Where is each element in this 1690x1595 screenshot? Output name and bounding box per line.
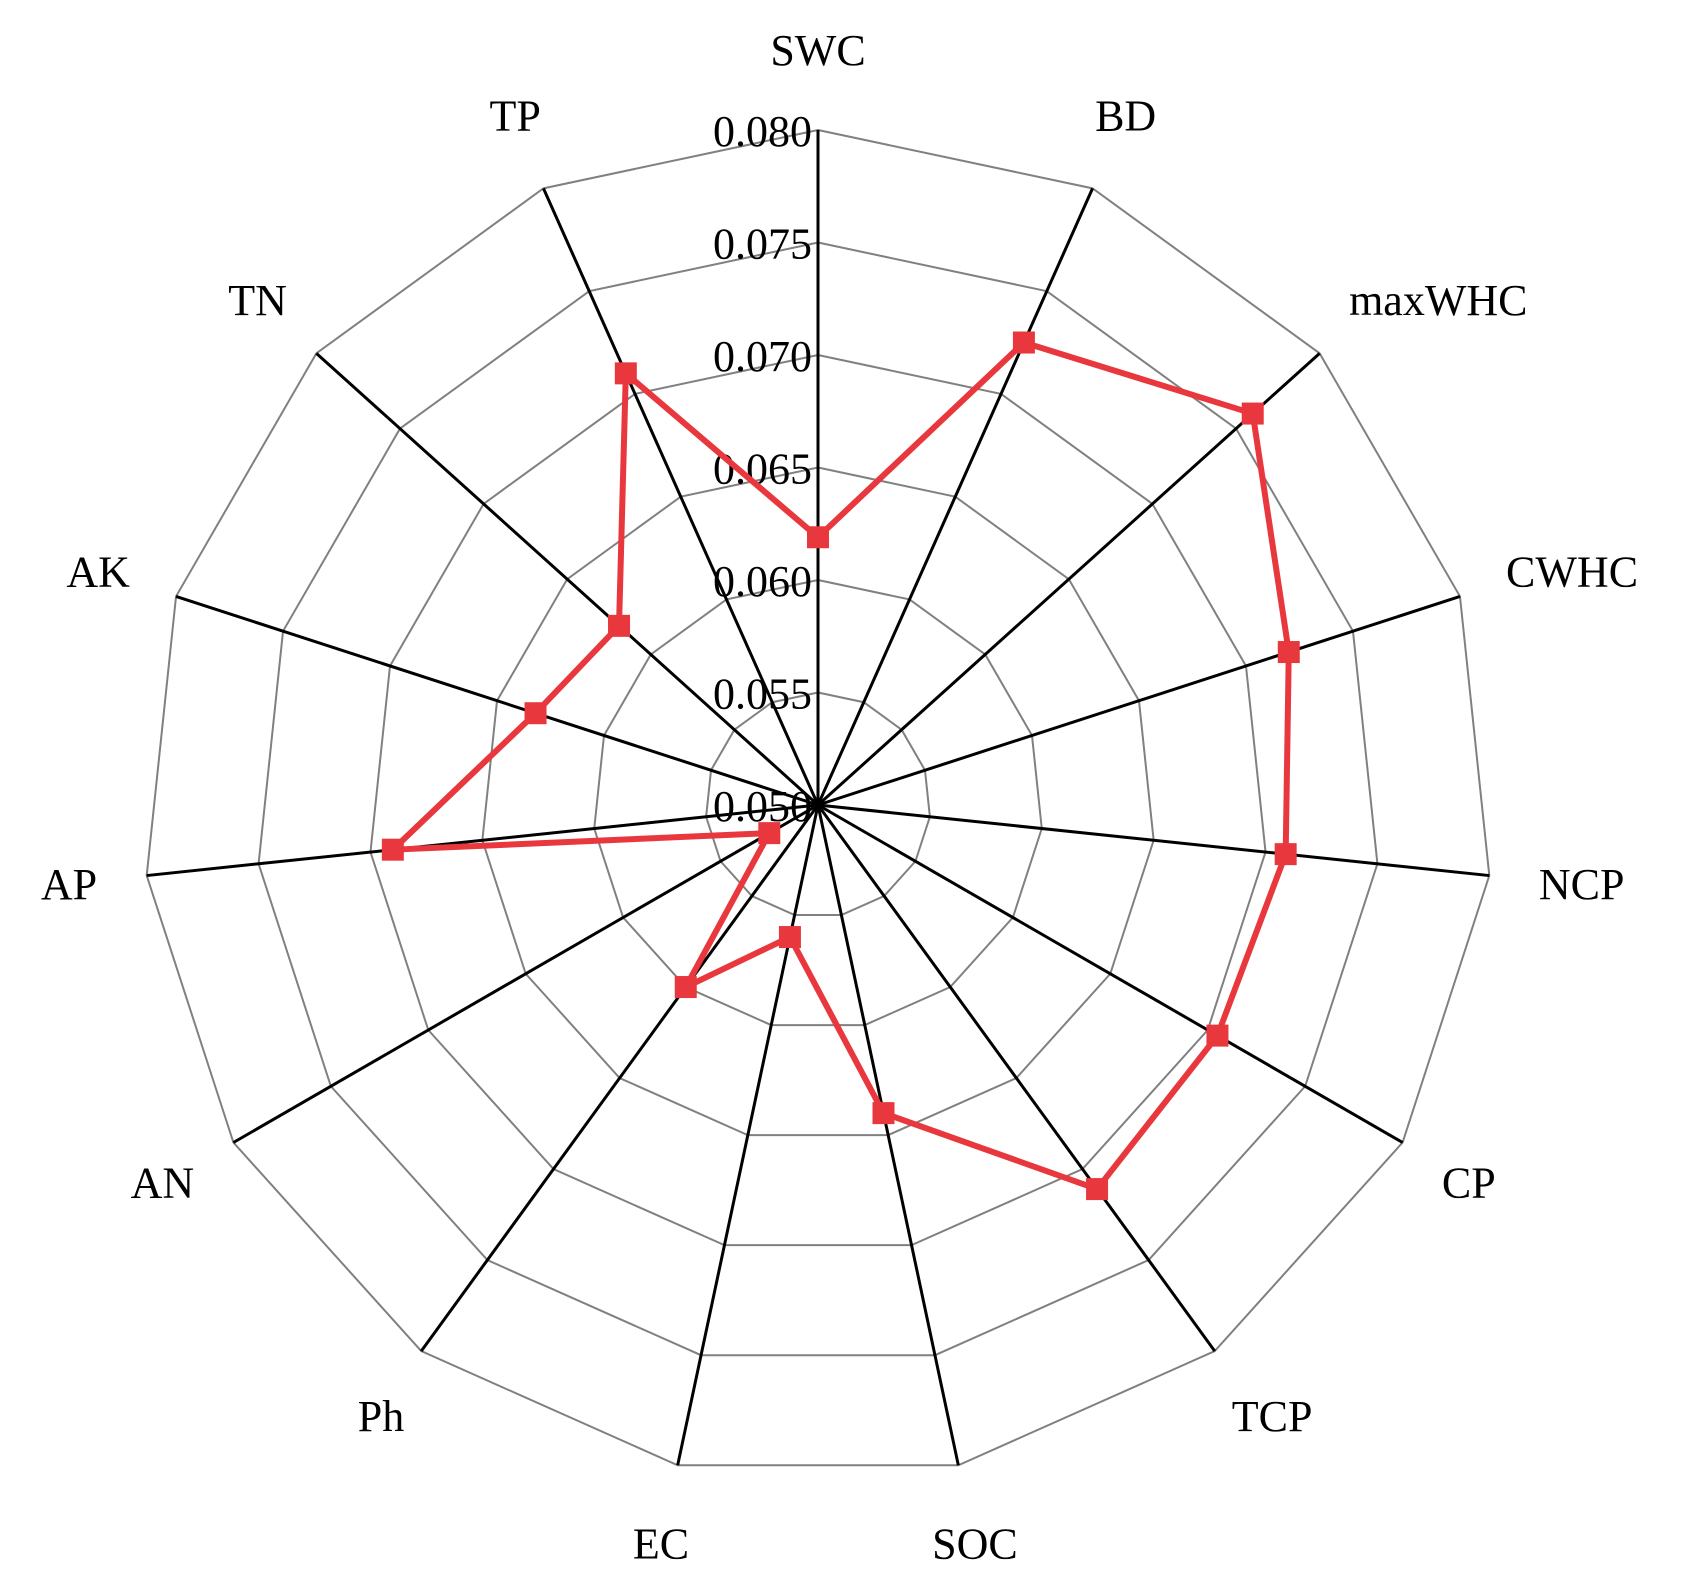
tick-label: 0.080 bbox=[713, 107, 812, 156]
data-point-ec bbox=[778, 926, 801, 949]
axis-label-tp: TP bbox=[490, 91, 541, 140]
axis-label-swc: SWC bbox=[770, 26, 865, 75]
data-point-cp bbox=[1206, 1024, 1229, 1047]
axis-label-cwhc: CWHC bbox=[1506, 548, 1638, 597]
data-point-ncp bbox=[1274, 843, 1297, 866]
spoke-cwhc bbox=[817, 594, 1461, 807]
data-point-an bbox=[758, 822, 781, 845]
spoke-ncp bbox=[817, 803, 1490, 878]
grid-ring-2 bbox=[593, 578, 1043, 1027]
spoke-ec bbox=[676, 804, 820, 1466]
data-point-tn bbox=[608, 614, 631, 637]
spoke-bd bbox=[816, 187, 1094, 806]
spoke-tn bbox=[315, 352, 820, 807]
axis-label-soc: SOC bbox=[932, 1520, 1018, 1569]
tick-label: 0.060 bbox=[713, 557, 812, 606]
tick-label: 0.070 bbox=[713, 332, 812, 381]
grid-ring-5 bbox=[257, 241, 1379, 1357]
axis-label-ncp: NCP bbox=[1539, 860, 1625, 909]
data-point-tcp bbox=[1086, 1178, 1109, 1201]
data-point-cwhc bbox=[1277, 641, 1300, 664]
spoke-ap bbox=[146, 803, 819, 878]
grid-ring-1 bbox=[705, 691, 931, 917]
data-point-ph bbox=[674, 976, 697, 999]
spoke-an bbox=[232, 803, 819, 1144]
series-line bbox=[389, 339, 1292, 1193]
spoke-tp bbox=[542, 187, 820, 806]
data-point-tp bbox=[614, 362, 637, 385]
spoke-tcp bbox=[816, 804, 1216, 1352]
axis-label-ap: AP bbox=[41, 860, 97, 909]
spoke-ph bbox=[420, 804, 820, 1352]
spoke-soc bbox=[816, 804, 960, 1466]
axis-label-ak: AK bbox=[66, 548, 130, 597]
spoke-maxwhc bbox=[816, 352, 1321, 807]
grid-ring-4 bbox=[369, 353, 1267, 1247]
axis-label-tcp: TCP bbox=[1232, 1392, 1313, 1441]
data-point-soc bbox=[872, 1102, 895, 1125]
grid-ring-3 bbox=[481, 466, 1155, 1137]
axis-label-cp: CP bbox=[1442, 1159, 1496, 1208]
data-point-maxwhc bbox=[1241, 402, 1264, 425]
grid-ring-6 bbox=[145, 128, 1491, 1467]
axis-label-tn: TN bbox=[228, 276, 287, 325]
spoke-cp bbox=[817, 803, 1404, 1144]
tick-label: 0.055 bbox=[713, 670, 812, 719]
axis-label-ph: Ph bbox=[358, 1392, 404, 1441]
data-point-swc bbox=[807, 526, 829, 549]
axis-label-bd: BD bbox=[1095, 91, 1156, 140]
spoke-ak bbox=[175, 594, 819, 807]
tick-label: 0.075 bbox=[713, 220, 812, 269]
axis-label-an: AN bbox=[131, 1159, 195, 1208]
tick-label: 0.065 bbox=[713, 445, 812, 494]
data-point-ap bbox=[381, 838, 404, 861]
data-point-ak bbox=[524, 702, 547, 725]
data-point-bd bbox=[1012, 331, 1035, 354]
axis-label-ec: EC bbox=[633, 1520, 689, 1569]
axis-label-maxwhc: maxWHC bbox=[1349, 276, 1527, 325]
